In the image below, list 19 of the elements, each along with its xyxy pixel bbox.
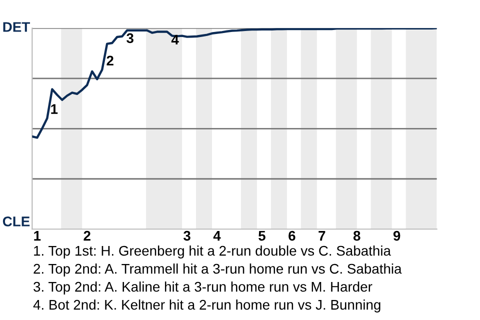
annotation: 4: [171, 34, 179, 44]
text: DET: [3, 22, 30, 32]
x-tick-label: 1: [34, 231, 41, 241]
x-tick-label: 4: [213, 231, 221, 241]
text: CLE: [2, 216, 30, 226]
x-tick-label: 6: [288, 230, 296, 241]
annotation: 3: [126, 33, 134, 44]
text: 2. Top 2nd: A. Trammell hit a 3-run home run vs C. Sabathia: [34, 264, 402, 276]
annotation: 2: [106, 56, 114, 66]
text: 4. Bot 2nd: K. Keltner hit a 2-run home run vs J. Bunning: [33, 300, 380, 312]
x-tick-label: 7: [318, 231, 326, 241]
text: 3. Top 2nd: A. Kaline hit a 3-run home run vs M. Harder: [34, 282, 372, 294]
x-tick-label: 9: [393, 230, 400, 241]
annotation: 1: [51, 104, 58, 114]
x-tick-label: 2: [84, 230, 90, 241]
x-tick-label: 5: [258, 231, 266, 241]
text: 1. Top 1st: H. Greenberg hit a 2-run double vs C. Sabathia: [34, 246, 391, 258]
x-tick-label: 8: [353, 230, 360, 241]
x-tick-label: 3: [183, 230, 190, 241]
